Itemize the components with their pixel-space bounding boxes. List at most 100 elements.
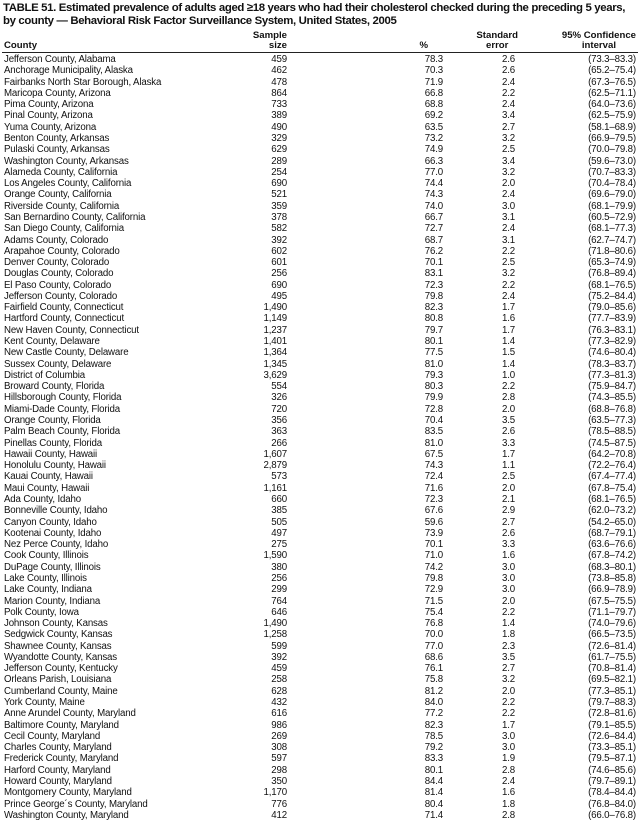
- standard-error-cell: 2.8: [501, 764, 515, 776]
- confidence-interval-cell: (73.8–85.8): [588, 572, 636, 584]
- county-cell: Lake County, Illinois: [4, 572, 87, 584]
- sample-size-cell: 986: [271, 719, 287, 731]
- confidence-interval-cell: (70.7–83.3): [588, 166, 636, 178]
- standard-error-cell: 1.8: [501, 798, 515, 810]
- county-cell: Sussex County, Delaware: [4, 358, 112, 370]
- percent-cell: 71.6: [424, 482, 443, 494]
- confidence-interval-cell: (63.5–77.3): [588, 415, 636, 426]
- standard-error-cell: 2.5: [501, 257, 515, 269]
- sample-size-cell: 629: [271, 144, 287, 156]
- sample-size-cell: 521: [271, 189, 287, 201]
- sample-size-cell: 329: [271, 132, 287, 144]
- table-row: New Haven County, Connecticut 1,237 79.7 1.…: [0, 325, 640, 336]
- county-cell: York County, Maine: [4, 697, 85, 709]
- percent-cell: 76.1: [424, 663, 443, 675]
- table-row: Ada County, Idaho 660 72.3 2.1 (68.1–76.5): [0, 494, 640, 505]
- county-cell: Johnson County, Kansas: [4, 618, 108, 630]
- standard-error-cell: 2.1: [501, 493, 515, 505]
- percent-cell: 79.3: [424, 369, 443, 381]
- sample-size-cell: 478: [271, 76, 287, 88]
- table-row: Denver County, Colorado 601 70.1 2.5 (65.3–7…: [0, 257, 640, 268]
- confidence-interval-cell: (67.8–74.2): [588, 550, 636, 562]
- standard-error-cell: 2.9: [501, 505, 515, 517]
- confidence-interval-cell: (73.3–85.1): [588, 742, 636, 754]
- county-cell: Anne Arundel County, Maryland: [4, 708, 136, 720]
- header-percent: %: [419, 40, 428, 51]
- header-ci-line2: interval: [581, 40, 617, 51]
- table-row: Pinellas County, Florida 266 81.0 3.3 (74.5–…: [0, 438, 640, 449]
- table-row: Frederick County, Maryland 597 83.3 1.9 (79.…: [0, 753, 640, 764]
- percent-cell: 80.1: [424, 336, 443, 348]
- table-row: Maricopa County, Arizona 864 66.8 2.2 (62.5–…: [0, 88, 640, 99]
- standard-error-cell: 3.4: [501, 110, 515, 122]
- standard-error-cell: 2.4: [501, 290, 515, 302]
- sample-size-cell: 1,161: [263, 482, 288, 494]
- standard-error-cell: 2.2: [501, 87, 515, 99]
- sample-size-cell: 690: [271, 279, 287, 291]
- confidence-interval-cell: (59.6–73.0): [588, 155, 636, 167]
- table-row: Adams County, Colorado 392 68.7 3.1 (62.7–74…: [0, 235, 640, 246]
- sample-size-cell: 1,345: [263, 358, 288, 370]
- table-row: Sussex County, Delaware 1,345 81.0 1.4 (78.3…: [0, 359, 640, 370]
- standard-error-cell: 3.0: [501, 584, 515, 596]
- sample-size-cell: 459: [271, 54, 287, 65]
- confidence-interval-cell: (74.3–85.5): [588, 392, 636, 404]
- sample-size-cell: 266: [271, 437, 287, 449]
- standard-error-cell: 2.0: [501, 482, 515, 494]
- county-cell: Hartford County, Connecticut: [4, 313, 125, 325]
- standard-error-cell: 3.2: [501, 166, 515, 178]
- table-row: Baltimore County, Maryland 986 82.3 1.7 (79.…: [0, 720, 640, 731]
- percent-cell: 68.7: [424, 234, 443, 246]
- standard-error-cell: 1.7: [501, 448, 515, 460]
- header-ci-line1: 95% Confidence: [561, 30, 636, 41]
- percent-cell: 80.1: [424, 764, 443, 776]
- confidence-interval-cell: (69.6–79.0): [588, 189, 636, 201]
- table-row: Cook County, Illinois 1,590 71.0 1.6 (67.8–7…: [0, 550, 640, 561]
- confidence-interval-cell: (70.0–79.8): [588, 144, 636, 156]
- confidence-interval-cell: (62.0–73.2): [588, 505, 636, 517]
- percent-cell: 67.5: [424, 448, 443, 460]
- county-cell: Maui County, Hawaii: [4, 482, 90, 494]
- sample-size-cell: 573: [271, 471, 287, 483]
- table-row: District of Columbia 3,629 79.3 1.0 (77.3–81…: [0, 370, 640, 381]
- percent-cell: 78.3: [424, 54, 443, 65]
- standard-error-cell: 3.0: [501, 561, 515, 573]
- confidence-interval-cell: (74.6–85.6): [588, 764, 636, 776]
- county-cell: Bonneville County, Idaho: [4, 505, 108, 517]
- confidence-interval-cell: (68.1–76.5): [588, 279, 636, 291]
- standard-error-cell: 2.6: [501, 65, 515, 77]
- percent-cell: 83.3: [424, 753, 443, 765]
- standard-error-cell: 2.4: [501, 776, 515, 787]
- standard-error-cell: 1.4: [501, 618, 515, 630]
- percent-cell: 70.1: [424, 257, 443, 269]
- table-row: Pima County, Arizona 733 68.8 2.4 (64.0–73.6…: [0, 99, 640, 110]
- confidence-interval-cell: (71.8–80.6): [588, 245, 636, 257]
- county-cell: Jefferson County, Alabama: [4, 54, 116, 65]
- sample-size-cell: 582: [271, 223, 287, 235]
- table-row: Benton County, Arkansas 329 73.2 3.2 (66.9–7…: [0, 133, 640, 144]
- county-cell: Washington County, Arkansas: [4, 155, 129, 167]
- sample-size-cell: 733: [271, 99, 287, 111]
- sample-size-cell: 628: [271, 685, 287, 697]
- table-row: Jefferson County, Kentucky 459 76.1 2.7 (70.…: [0, 663, 640, 674]
- confidence-interval-cell: (77.7–83.9): [588, 313, 636, 325]
- county-cell: Washington County, Maryland: [4, 809, 129, 821]
- percent-cell: 59.6: [424, 516, 443, 528]
- confidence-interval-cell: (72.2–76.4): [588, 460, 636, 472]
- county-cell: Hawaii County, Hawaii: [4, 448, 98, 460]
- county-cell: New Castle County, Delaware: [4, 347, 129, 359]
- percent-cell: 72.3: [424, 493, 443, 505]
- county-cell: Los Angeles County, California: [4, 178, 132, 190]
- standard-error-cell: 1.4: [501, 358, 515, 370]
- sample-size-cell: 864: [271, 87, 287, 99]
- table-row: Orange County, Florida 356 70.4 3.5 (63.5–77…: [0, 415, 640, 426]
- confidence-interval-cell: (79.5–87.1): [588, 753, 636, 765]
- confidence-interval-cell: (78.3–83.7): [588, 358, 636, 370]
- table-row: York County, Maine 432 84.0 2.2 (79.7–88.3): [0, 697, 640, 708]
- confidence-interval-cell: (75.2–84.4): [588, 290, 636, 302]
- county-cell: Anchorage Municipality, Alaska: [4, 65, 133, 77]
- sample-size-cell: 601: [271, 257, 287, 269]
- percent-cell: 81.4: [424, 787, 443, 799]
- county-cell: Riverside County, California: [4, 200, 120, 212]
- header-standard-error: Standard error: [476, 31, 518, 51]
